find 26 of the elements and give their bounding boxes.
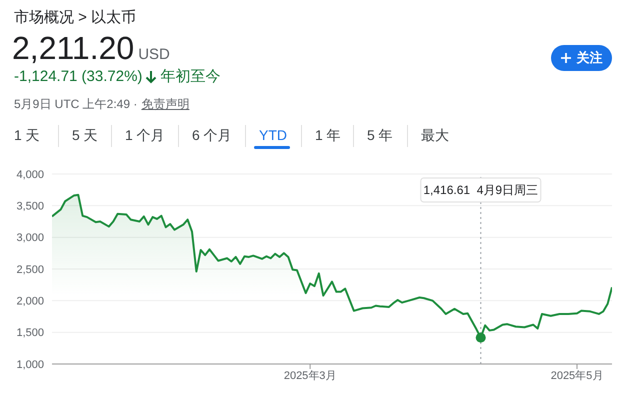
chart-title: 市场概况 > 以太币 — [14, 8, 136, 27]
text: 5 年 — [367, 127, 393, 145]
text: 年初至今 — [160, 67, 220, 86]
chart-subtitle: 2,211.20 — [12, 30, 134, 66]
text: 最大 — [421, 127, 449, 145]
y-tick-label: 2,000 — [16, 296, 44, 308]
text: USD — [138, 46, 170, 63]
y-tick-label: 2,500 — [16, 264, 44, 276]
text: YTD — [259, 127, 287, 143]
y-tick-label: 3,000 — [16, 232, 44, 244]
text: 5 天 — [72, 127, 98, 145]
y-tick-label: 1,000 — [16, 358, 44, 371]
text: 1 天 — [14, 127, 40, 145]
text: 免责声明 — [141, 97, 190, 111]
y-tick-label: 3,500 — [16, 200, 44, 213]
text: 1 个月 — [125, 127, 165, 145]
x-tick-label: 2025年3月 — [284, 370, 336, 382]
text: 6 个月 — [192, 127, 232, 145]
x-tick-label: 2025年5月 — [550, 370, 604, 382]
follow-button: 关注 — [551, 45, 612, 71]
ref-line-label: 1,416.61 4月9日周三 — [423, 183, 538, 197]
y-tick-label: 1,500 — [16, 327, 44, 340]
y-tick-label: 4,000 — [16, 168, 44, 181]
text: -1,124.71 (33.72%) — [14, 68, 142, 85]
text: 5月9日 UTC 上午2:49 · — [14, 97, 138, 111]
text: 1 年 — [315, 127, 341, 145]
